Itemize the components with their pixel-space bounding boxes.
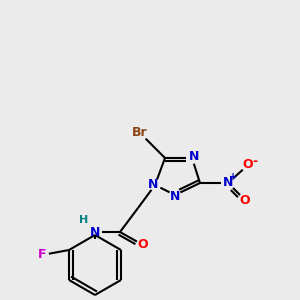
Text: N: N <box>170 190 180 203</box>
Text: -: - <box>252 154 258 167</box>
Text: H: H <box>80 215 88 225</box>
Text: +: + <box>229 172 237 182</box>
Text: N: N <box>189 151 199 164</box>
Text: Br: Br <box>132 127 148 140</box>
Text: O: O <box>138 238 148 251</box>
Text: O: O <box>243 158 253 172</box>
Text: F: F <box>38 248 46 262</box>
Text: O: O <box>240 194 250 206</box>
Text: N: N <box>223 176 233 190</box>
Text: N: N <box>148 178 158 191</box>
Text: N: N <box>90 226 100 238</box>
